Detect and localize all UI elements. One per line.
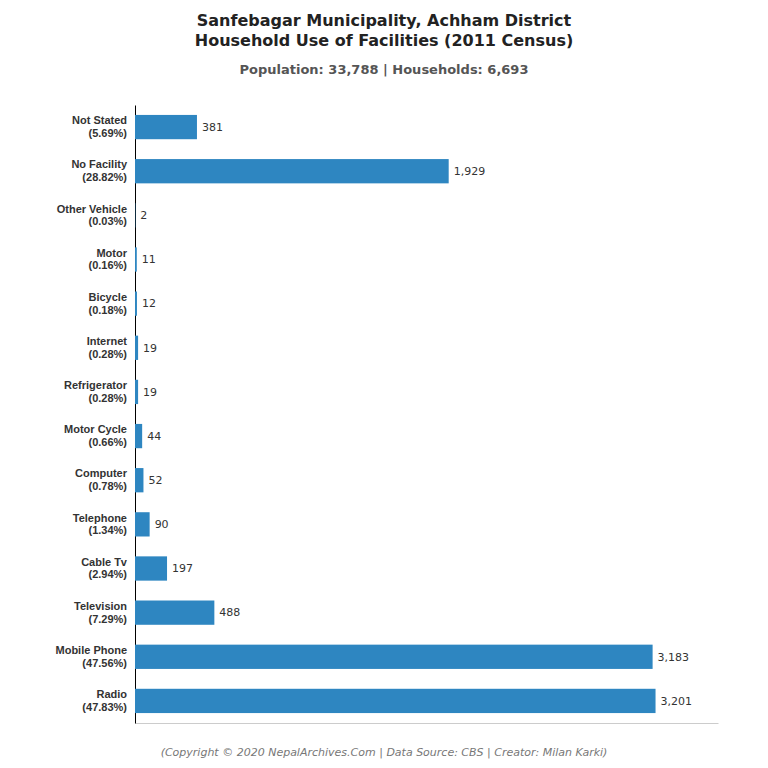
bar [135, 645, 653, 669]
y-tick: Other Vehicle(0.03%) [57, 203, 135, 228]
y-tick: Computer(0.78%) [75, 467, 135, 492]
data-label: 488 [219, 606, 240, 619]
bar [135, 468, 143, 492]
bar [135, 380, 138, 404]
data-label: 19 [143, 386, 157, 399]
bar [135, 601, 214, 625]
y-tick: Mobile Phone(47.56%) [56, 644, 136, 669]
chart: Sanfebagar Municipality, Achham District… [0, 0, 768, 768]
y-tick: Motor Cycle(0.66%) [64, 423, 135, 448]
bar [135, 247, 137, 271]
data-label: 1,929 [454, 165, 486, 178]
data-label: 381 [202, 121, 223, 134]
y-tick-label: Not Stated(5.69%) [72, 114, 127, 139]
y-tick: Not Stated(5.69%) [72, 114, 135, 139]
x-axis [136, 723, 719, 724]
data-label: 3,183 [658, 651, 690, 664]
y-tick-label: Radio(47.83%) [82, 688, 127, 713]
y-tick-label: Internet(0.28%) [87, 335, 128, 360]
y-tick: Refrigerator(0.28%) [64, 379, 135, 404]
bar [135, 336, 138, 360]
y-tick-label: Mobile Phone(47.56%) [56, 644, 128, 669]
title: Sanfebagar Municipality, Achham District [197, 11, 572, 30]
data-label: 52 [148, 474, 162, 487]
bar [135, 292, 137, 316]
y-tick-label: Motor Cycle(0.66%) [64, 423, 127, 448]
y-tick-label: Motor(0.16%) [88, 247, 127, 272]
y-tick: Telephone(1.34%) [73, 512, 135, 537]
y-tick-label: Other Vehicle(0.03%) [57, 203, 128, 228]
x-axis-line [136, 723, 719, 724]
y-tick: Motor(0.16%) [88, 247, 135, 272]
y-tick: Radio(47.83%) [82, 688, 135, 713]
y-tick-label: Telephone(1.34%) [73, 512, 128, 537]
data-label: 2 [140, 209, 147, 222]
y-axis-line [135, 106, 136, 724]
data-label: 90 [155, 518, 169, 531]
bar [135, 556, 167, 580]
y-tick-label: Bicycle(0.18%) [88, 291, 127, 316]
bars [135, 115, 656, 713]
data-label: 197 [172, 562, 193, 575]
data-labels: 381 1,929 2 11 12 19 19 44 52 90 197 488 3,183 3,201 [140, 121, 692, 708]
data-label: 19 [143, 342, 157, 355]
y-tick-label: Television(7.29%) [74, 600, 127, 625]
bar [135, 689, 656, 713]
data-label: 44 [147, 430, 161, 443]
bar [135, 424, 142, 448]
subtitle: Population: 33,788 | Households: 6,693 [240, 62, 529, 77]
y-tick: Bicycle(0.18%) [88, 291, 135, 316]
data-label: 11 [142, 253, 156, 266]
data-label: 3,201 [661, 695, 693, 708]
y-tick: Cable Tv(2.94%) [81, 556, 135, 581]
title: Household Use of Facilities (2011 Census… [195, 31, 573, 50]
data-label: 12 [142, 297, 156, 310]
bar [135, 203, 136, 227]
y-tick: Television(7.29%) [74, 600, 135, 625]
y-tick-label: Cable Tv(2.94%) [81, 556, 128, 581]
y-tick-label: Refrigerator(0.28%) [64, 379, 128, 404]
y-tick-label: No Facility(28.82%) [71, 158, 128, 183]
bar [135, 115, 197, 139]
plot: Not Stated(5.69%) No Facility(28.82%) Othe… [56, 106, 719, 724]
y-tick-label: Computer(0.78%) [75, 467, 128, 492]
y-axis: Not Stated(5.69%) No Facility(28.82%) Othe… [56, 106, 136, 724]
y-tick: No Facility(28.82%) [71, 158, 135, 183]
bar [135, 512, 150, 536]
footer: (Copyright © 2020 NepalArchives.Com | Da… [161, 746, 608, 759]
y-tick: Internet(0.28%) [87, 335, 135, 360]
bar [135, 159, 449, 183]
